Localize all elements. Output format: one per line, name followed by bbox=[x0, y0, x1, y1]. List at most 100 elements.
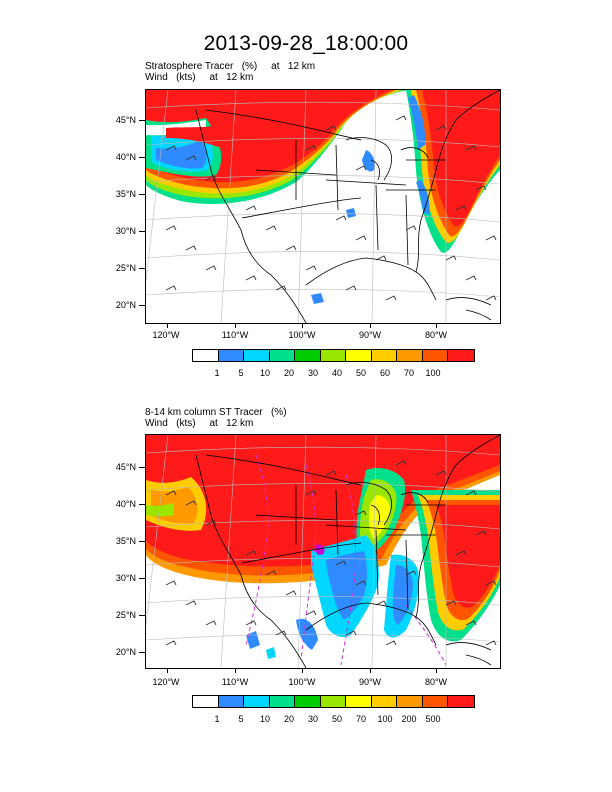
panel2-lon-label-100: 100°W bbox=[288, 677, 316, 687]
panel1-map bbox=[145, 89, 501, 324]
panel2-lon-tick bbox=[370, 668, 371, 673]
panel2-lat-tick bbox=[139, 504, 145, 505]
panel2-colorbar-label: 70 bbox=[355, 714, 366, 724]
panel1-colorbar-label: 30 bbox=[307, 368, 318, 378]
panel2-colorbar-swatch bbox=[269, 696, 295, 707]
panel2-colorbar-label: 5 bbox=[238, 714, 244, 724]
panel2-lat-tick bbox=[139, 615, 145, 616]
panel2-colorbar-swatch bbox=[193, 696, 219, 707]
panel1-colorbar-label: 70 bbox=[403, 368, 414, 378]
panel2-dashed-contours bbox=[245, 454, 447, 666]
panel2-lat-label-40: 40°N bbox=[115, 499, 136, 509]
panel1-lat-label-40: 40°N bbox=[115, 152, 136, 162]
panel2-colorbar-swatch bbox=[448, 696, 474, 707]
panel2-lat-tick bbox=[139, 541, 145, 542]
panel1-colorbar-label: 5 bbox=[238, 368, 244, 378]
panel1-colorbar bbox=[192, 349, 475, 362]
panel2-colorbar bbox=[192, 695, 475, 708]
panel1-colorbar-swatch bbox=[218, 350, 244, 361]
panel2-colorbar-swatch bbox=[397, 696, 423, 707]
panel1-colorbar-label: 10 bbox=[259, 368, 270, 378]
panel2-colorbar-swatch bbox=[218, 696, 244, 707]
panel1-colorbar-swatch bbox=[193, 350, 219, 361]
panel2-lon-tick bbox=[235, 668, 236, 673]
panel1-colorbar-swatch bbox=[422, 350, 448, 361]
panel1-lat-label-30: 30°N bbox=[115, 226, 136, 236]
panel1-lat-label-25: 25°N bbox=[115, 263, 136, 273]
panel1-colorbar-swatch bbox=[295, 350, 321, 361]
panel2-coastlines bbox=[195, 435, 500, 668]
panel2-lat-label-35: 35°N bbox=[115, 536, 136, 546]
panel2-colorbar-label: 100 bbox=[377, 714, 393, 724]
panel1-label-line2: Wind (kts) at 12 km bbox=[145, 72, 254, 83]
panel1-colorbar-label: 20 bbox=[283, 368, 294, 378]
panel1-colorbar-label: 60 bbox=[379, 368, 390, 378]
panel2-colorbar-swatch bbox=[320, 696, 346, 707]
panel1-colorbar-swatch bbox=[448, 350, 474, 361]
panel2-colorbar-swatch bbox=[422, 696, 448, 707]
panel1-lon-tick bbox=[167, 323, 168, 328]
panel2-lon-label-90: 90°W bbox=[358, 677, 382, 687]
panel1-colorbar-swatch bbox=[320, 350, 346, 361]
panel1-colorbar-label: 1 bbox=[214, 368, 220, 378]
panel1-lat-label-20: 20°N bbox=[115, 300, 136, 310]
panel1-lon-label-120: 120°W bbox=[152, 330, 180, 340]
panel2-lon-label-80: 80°W bbox=[424, 677, 448, 687]
panel1-colorbar-label: 50 bbox=[355, 368, 366, 378]
panel2-colorbar-label: 50 bbox=[331, 714, 342, 724]
panel1-tracer-field bbox=[146, 90, 500, 304]
panel1-colorbar-swatch bbox=[269, 350, 295, 361]
panel1-wind-barbs bbox=[165, 115, 497, 301]
panel1-lon-tick bbox=[370, 323, 371, 328]
panel2-lat-label-25: 25°N bbox=[115, 610, 136, 620]
panel1-colorbar-label: 100 bbox=[425, 368, 441, 378]
panel1-colorbar-swatch bbox=[346, 350, 372, 361]
panel2-colorbar-label: 10 bbox=[259, 714, 270, 724]
panel1-graticule bbox=[146, 90, 500, 323]
panel1-lon-tick bbox=[302, 323, 303, 328]
panel2-label-line1: 8-14 km column ST Tracer (%) bbox=[145, 407, 287, 418]
panel2-map bbox=[145, 434, 501, 669]
panel1-lon-tick bbox=[235, 323, 236, 328]
panel1-colorbar-swatch bbox=[371, 350, 397, 361]
panel1-colorbar-label: 40 bbox=[331, 368, 342, 378]
panel2-colorbar-swatch bbox=[371, 696, 397, 707]
panel2-colorbar-label: 500 bbox=[425, 714, 441, 724]
panel2-map-svg bbox=[146, 435, 500, 668]
panel1-lat-label-35: 35°N bbox=[115, 189, 136, 199]
panel2-label-line2: Wind (kts) at 12 km bbox=[145, 418, 254, 429]
panel1-lon-tick bbox=[436, 323, 437, 328]
panel1-lon-label-110: 110°W bbox=[221, 330, 249, 340]
panel1-colorbar-swatch bbox=[244, 350, 270, 361]
panel2-colorbar-label: 1 bbox=[214, 714, 220, 724]
plot-title: 2013-09-28_18:00:00 bbox=[203, 32, 409, 55]
panel2-colorbar-label: 200 bbox=[401, 714, 417, 724]
panel2-lon-label-120: 120°W bbox=[152, 677, 180, 687]
panel2-lat-tick bbox=[139, 652, 145, 653]
panel2-wind-barbs bbox=[165, 460, 497, 646]
panel2-colorbar-swatch bbox=[244, 696, 270, 707]
panel2-tracer-field bbox=[146, 435, 500, 668]
panel2-graticule bbox=[146, 435, 500, 668]
panel1-lon-label-90: 90°W bbox=[358, 330, 382, 340]
panel2-lat-tick bbox=[139, 467, 145, 468]
panel2-colorbar-label: 20 bbox=[283, 714, 294, 724]
panel2-lat-label-30: 30°N bbox=[115, 573, 136, 583]
panel1-map-svg bbox=[146, 90, 500, 323]
panel1-lat-tick bbox=[139, 194, 145, 195]
panel1-lat-tick bbox=[139, 120, 145, 121]
panel2-lon-tick bbox=[436, 668, 437, 673]
panel2-lat-label-20: 20°N bbox=[115, 647, 136, 657]
panel1-lon-label-100: 100°W bbox=[288, 330, 316, 340]
panel2-lon-label-110: 110°W bbox=[221, 677, 249, 687]
panel1-lat-tick bbox=[139, 157, 145, 158]
panel1-lat-tick bbox=[139, 305, 145, 306]
panel2-colorbar-swatch bbox=[295, 696, 321, 707]
panel2-lon-tick bbox=[302, 668, 303, 673]
panel1-lat-label-45: 45°N bbox=[115, 115, 136, 125]
panel1-lon-label-80: 80°W bbox=[424, 330, 448, 340]
panel2-lat-tick bbox=[139, 578, 145, 579]
panel2-colorbar-swatch bbox=[346, 696, 372, 707]
panel2-lat-label-45: 45°N bbox=[115, 462, 136, 472]
panel1-label-line1: Stratosphere Tracer (%) at 12 km bbox=[145, 61, 316, 72]
